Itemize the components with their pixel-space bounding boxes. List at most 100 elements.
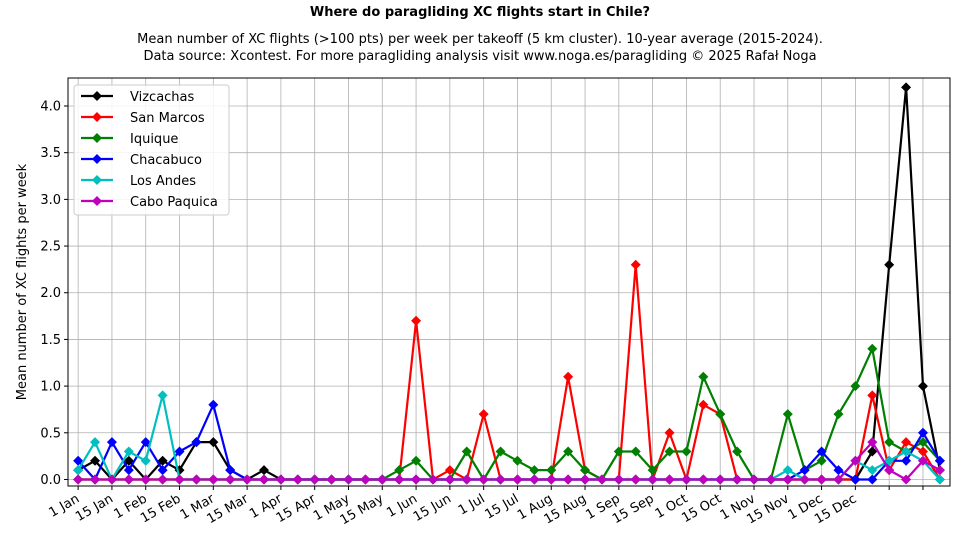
data-point	[529, 474, 540, 485]
data-point	[782, 465, 793, 476]
x-tick-label: 1 Jul	[456, 491, 488, 518]
legend-entry: Vizcachas	[81, 90, 195, 105]
x-tick-label: 15 Jun	[411, 491, 454, 524]
data-point	[512, 455, 523, 466]
data-point	[275, 474, 286, 485]
data-point	[850, 455, 861, 466]
data-point	[259, 465, 269, 476]
data-point	[360, 474, 371, 485]
data-point	[917, 455, 928, 466]
data-point	[123, 446, 134, 457]
data-point	[242, 474, 253, 485]
data-point	[546, 465, 557, 476]
y-axis-ticks: 0.0 0.5 1.0 1.5 2.0 2.5 3.0 3.5 4.0	[40, 100, 68, 488]
data-point	[512, 474, 523, 485]
legend-label: San Marcos	[130, 111, 205, 126]
data-point	[411, 455, 422, 466]
data-point	[191, 474, 202, 485]
legend-marker	[92, 154, 102, 164]
data-point	[934, 455, 945, 466]
data-point	[157, 474, 168, 485]
data-point	[884, 437, 895, 448]
data-point	[765, 474, 776, 485]
data-point	[782, 474, 793, 485]
data-point	[191, 437, 202, 448]
series-line	[78, 263, 941, 481]
y-axis-label: Mean number of XC flights per week	[15, 163, 30, 400]
data-point	[901, 446, 912, 457]
data-point	[563, 446, 574, 457]
legend-marker	[92, 196, 102, 206]
chart-subtitle-line-2: Data source: Xcontest. For more paraglid…	[143, 49, 816, 64]
legend-label: Cabo Paquica	[130, 195, 218, 210]
y-tick-label: 4.0	[40, 100, 61, 115]
data-point	[123, 465, 134, 476]
data-point	[816, 446, 827, 457]
series-iquique	[73, 343, 945, 485]
data-point	[478, 409, 489, 420]
data-point	[901, 455, 912, 466]
data-point	[917, 381, 928, 392]
y-tick-label: 2.0	[40, 286, 61, 301]
data-point	[411, 315, 422, 326]
x-tick-label: 15 Jan	[73, 491, 116, 524]
data-point	[867, 474, 878, 485]
data-point	[934, 465, 945, 476]
series-line	[78, 441, 941, 481]
data-point	[90, 474, 101, 485]
chart-title: Where do paragliding XC flights start in…	[310, 5, 650, 20]
data-point	[799, 474, 810, 485]
data-point	[630, 474, 641, 485]
data-point	[799, 465, 810, 476]
y-tick-label: 0.5	[40, 426, 61, 441]
legend: Vizcachas San Marcos Iquique Chacabuco Los A…	[73, 84, 230, 216]
legend-marker	[92, 91, 102, 101]
data-point	[613, 474, 624, 485]
legend-marker	[92, 112, 102, 122]
y-tick-label: 0.0	[40, 473, 61, 488]
data-point	[698, 371, 709, 382]
data-point	[715, 474, 726, 485]
data-point	[917, 437, 928, 448]
data-point	[157, 465, 168, 476]
data-point	[174, 446, 185, 457]
data-point	[580, 474, 591, 485]
legend-marker	[92, 133, 102, 143]
chart-subtitle-line-1: Mean number of XC flights (>100 pts) per…	[137, 32, 823, 47]
data-point	[715, 409, 726, 420]
data-point	[140, 437, 151, 448]
data-point	[411, 474, 422, 485]
data-point	[343, 474, 354, 485]
data-point	[444, 465, 455, 476]
data-point	[157, 455, 168, 466]
legend-label: Vizcachas	[130, 90, 195, 105]
data-point	[630, 446, 641, 457]
legend-label: Los Andes	[130, 174, 196, 189]
data-point	[681, 474, 692, 485]
series-san-marcos	[73, 259, 945, 485]
series-cabo-paquica	[73, 437, 945, 485]
data-point	[596, 474, 607, 485]
data-point	[647, 465, 658, 476]
data-point	[884, 465, 895, 476]
data-point	[732, 446, 743, 457]
legend-entry: Chacabuco	[81, 153, 202, 168]
legend-label: Iquique	[130, 132, 178, 147]
series-layer	[73, 82, 945, 485]
data-point	[580, 465, 591, 476]
data-point	[867, 446, 878, 457]
x-tick-label: 15 Jul	[482, 491, 521, 522]
y-tick-label: 3.0	[40, 193, 61, 208]
y-tick-label: 1.0	[40, 380, 61, 395]
data-point	[867, 343, 878, 354]
data-point	[664, 474, 675, 485]
data-point	[901, 437, 912, 448]
legend-marker	[92, 175, 102, 185]
data-point	[529, 465, 540, 476]
data-point	[698, 399, 709, 410]
legend-entry: Los Andes	[81, 174, 196, 189]
legend-entry: Iquique	[81, 132, 178, 147]
data-point	[664, 446, 675, 457]
data-point	[225, 465, 236, 476]
data-point	[123, 455, 134, 466]
